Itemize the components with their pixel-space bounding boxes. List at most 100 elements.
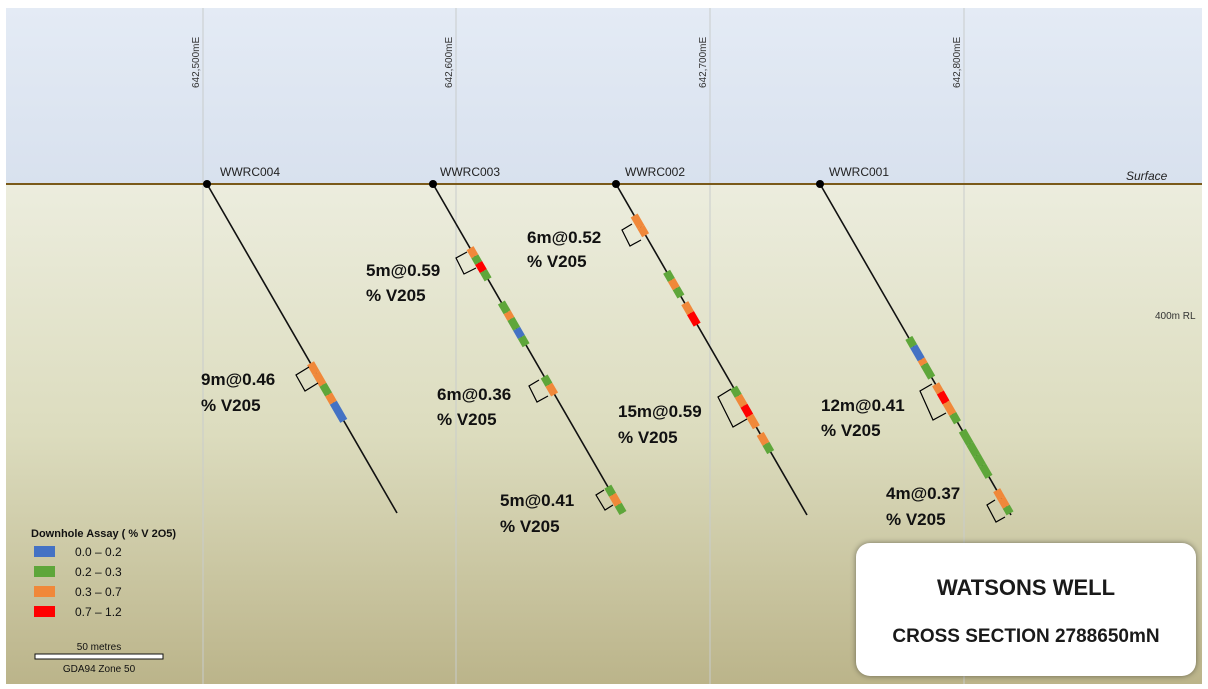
intercept-bracket (621, 223, 642, 247)
intercept-label-line: 5m@0.41 (500, 491, 574, 510)
intercept-label: 12m@0.41 % V205 (821, 396, 905, 440)
surface-label: Surface (1126, 169, 1168, 183)
assay-segment (905, 335, 918, 349)
assay-segment (762, 441, 775, 455)
intercept-label-line: % V205 (201, 396, 261, 415)
assay-segment (730, 385, 742, 398)
assay-segment (319, 382, 333, 397)
easting-label: 642,500mE (191, 37, 202, 88)
sky-background (6, 8, 1202, 184)
intercept-label: 6m@0.52 % V205 (527, 228, 601, 271)
easting-label: 642,800mE (952, 37, 963, 88)
assay-segment (604, 484, 617, 497)
intercept-label: 4m@0.37 % V205 (886, 484, 960, 529)
assay-segment (942, 400, 957, 417)
intercept-label-line: 6m@0.36 (437, 385, 511, 404)
assay-segment (681, 301, 694, 316)
assay-segment (517, 334, 530, 348)
intercept-label-line: % V205 (366, 286, 426, 305)
legend-swatch (34, 546, 55, 557)
intercept-label-line: % V205 (437, 410, 497, 429)
assay-segment (540, 374, 553, 387)
intercept-label-line: 4m@0.37 (886, 484, 960, 503)
drill-trace-wwrc003 (432, 183, 624, 514)
intercept-label: 15m@0.59 % V205 (618, 402, 702, 447)
intercept-label-line: % V205 (618, 428, 678, 447)
drill-trace-wwrc004 (206, 183, 398, 514)
intercept-label-line: 6m@0.52 (527, 228, 601, 247)
intercept-label-line: % V205 (500, 517, 560, 536)
rl-label: 400m RL (1155, 311, 1196, 322)
easting-label: 642,700mE (698, 37, 709, 88)
assay-segment (503, 310, 515, 321)
hole-label-wwrc004: WWRC004 (220, 165, 280, 179)
intercept-label-line: % V205 (821, 421, 881, 440)
assay-segment (966, 441, 981, 458)
assay-segment (312, 371, 327, 387)
assay-segment (746, 413, 760, 430)
hole-label-wwrc002: WWRC002 (625, 165, 685, 179)
assay-segment (734, 393, 748, 408)
legend-item-label: 0.7 – 1.2 (75, 605, 122, 619)
assay-segment (609, 492, 622, 507)
collar-wwrc003 (429, 180, 437, 188)
scale-bar: 50 metres GDA94 Zone 50 (34, 642, 164, 675)
legend-item-label: 0.2 – 0.3 (75, 565, 122, 579)
assay-segment (993, 488, 1005, 501)
assay-segment (672, 286, 685, 299)
intercept-label-line: 5m@0.59 (366, 261, 440, 280)
assay-segments (307, 213, 1014, 516)
legend-swatch (34, 586, 55, 597)
assay-segment (920, 362, 936, 380)
assay-segment (307, 361, 320, 376)
legend-title: Downhole Assay ( % V 2O5) (31, 528, 176, 540)
intercept-brackets (295, 223, 1006, 523)
assay-segment (325, 392, 337, 405)
assay-segment (497, 300, 511, 315)
easting-label: 642,600mE (444, 37, 455, 88)
intercept-labels: 9m@0.46 % V205 5m@0.59 % V205 6m@0.36 % V20… (201, 228, 960, 536)
assay-segment (475, 260, 487, 274)
assay-segment (756, 431, 770, 446)
intercept-label: 9m@0.46 % V205 (201, 370, 275, 415)
assay-segment (667, 277, 680, 291)
legend-swatch (34, 606, 55, 617)
assay-segment (466, 246, 479, 259)
assay-segment (936, 390, 950, 405)
assay-segment (1002, 504, 1014, 516)
easting-labels: 642,500mE 642,600mE 642,700mE 642,800mE (191, 37, 963, 88)
assay-segment (637, 225, 650, 238)
intercept-bracket (919, 383, 947, 421)
assay-segment (630, 213, 645, 230)
scale-bar-label: 50 metres (77, 642, 121, 653)
assay-segment (932, 382, 944, 395)
intercept-label-line: 15m@0.59 (618, 402, 702, 421)
scale-bar-rect (34, 653, 164, 660)
legend-item-label: 0.3 – 0.7 (75, 585, 122, 599)
assay-segment (917, 357, 928, 367)
intercept-label-line: % V205 (527, 252, 587, 271)
assay-segment (479, 269, 492, 282)
assay-segment (687, 311, 701, 327)
intercept-label-line: % V205 (886, 510, 946, 529)
hole-label-wwrc001: WWRC001 (829, 165, 889, 179)
assay-segment (978, 463, 993, 479)
assay-segment (513, 326, 525, 339)
assay-segment (507, 316, 521, 331)
assay-segment (973, 453, 986, 468)
assay-segment (949, 412, 961, 425)
intercept-bracket (455, 251, 477, 275)
assay-segment (997, 496, 1010, 509)
hole-collars (203, 180, 824, 188)
legend-swatch (34, 566, 55, 577)
legend-item-label: 0.0 – 0.2 (75, 545, 122, 559)
hole-label-wwrc003: WWRC003 (440, 165, 500, 179)
intercept-bracket (528, 379, 549, 403)
assay-segment (329, 400, 348, 423)
assay-segment (614, 502, 627, 516)
intercept-label-line: 12m@0.41 (821, 396, 905, 415)
intercept-label: 6m@0.36 % V205 (437, 385, 511, 429)
intercept-bracket (717, 388, 748, 428)
section-subtitle: CROSS SECTION 2788650mN (892, 626, 1160, 647)
assay-segment (545, 382, 559, 397)
